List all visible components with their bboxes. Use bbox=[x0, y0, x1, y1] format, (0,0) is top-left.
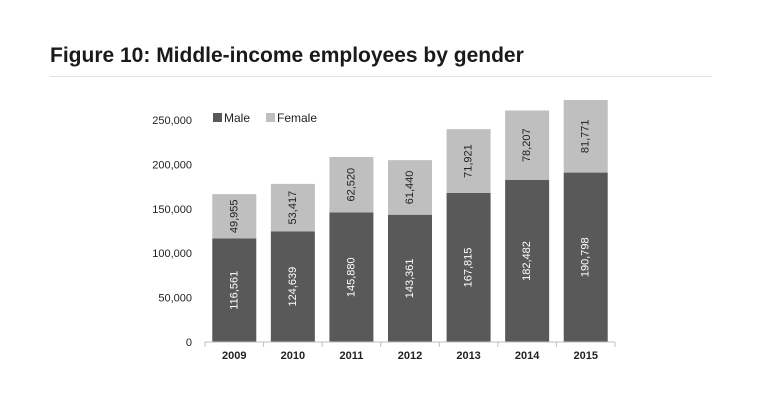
bar-male-2011 bbox=[329, 212, 374, 342]
data-label-female-2013: 71,921 bbox=[463, 144, 475, 178]
bar-male-2013 bbox=[446, 192, 491, 342]
data-label-female-2014: 78,207 bbox=[521, 128, 533, 162]
y-tick-label: 50,000 bbox=[158, 293, 192, 305]
chart-title: Figure 10: Middle-income employees by ge… bbox=[50, 44, 524, 67]
x-tick-label: 2011 bbox=[339, 350, 363, 362]
bar-male-2014 bbox=[505, 179, 550, 342]
x-tick-label: 2013 bbox=[456, 350, 480, 362]
y-tick-label: 0 bbox=[186, 337, 192, 349]
bar-male-2010 bbox=[270, 231, 315, 342]
y-tick-label: 200,000 bbox=[152, 159, 192, 171]
data-label-male-2013: 167,815 bbox=[463, 248, 475, 288]
data-label-male-2009: 116,561 bbox=[228, 271, 240, 310]
legend-label-female: Female bbox=[277, 111, 317, 125]
data-label-female-2015: 81,771 bbox=[580, 119, 592, 153]
y-axis: 0 50,000 100,000 150,000 200,000 250,000 bbox=[152, 115, 192, 349]
x-tick-label: 2014 bbox=[515, 350, 540, 362]
bar-male-2012 bbox=[388, 214, 432, 342]
bar-female-2013 bbox=[446, 129, 491, 193]
bar-female-2015 bbox=[563, 99, 608, 173]
x-axis: 2009 2010 2011 2012 2013 2014 2015 bbox=[204, 341, 616, 362]
data-label-male-2011: 145,880 bbox=[345, 257, 357, 297]
legend: Male Female bbox=[213, 111, 317, 125]
bars: 116,561 49,955 124,639 53,417 145,880 62,520 1… bbox=[212, 99, 608, 342]
bar-male-2015 bbox=[563, 172, 608, 342]
y-tick-label: 250,000 bbox=[152, 115, 192, 127]
data-label-female-2010: 53,417 bbox=[287, 191, 299, 225]
data-label-male-2012: 143,361 bbox=[404, 258, 416, 298]
bar-female-2009 bbox=[212, 194, 257, 239]
y-tick-label: 150,000 bbox=[152, 204, 192, 216]
bar-female-2014 bbox=[505, 110, 550, 180]
legend-swatch-female bbox=[266, 113, 275, 122]
data-label-female-2011: 62,520 bbox=[345, 168, 357, 202]
data-label-female-2012: 61,440 bbox=[404, 171, 416, 205]
data-label-female-2009: 49,955 bbox=[228, 199, 240, 233]
bar-female-2012 bbox=[388, 160, 432, 215]
legend-label-male: Male bbox=[224, 111, 250, 125]
title-divider bbox=[50, 76, 712, 77]
legend-swatch-male bbox=[213, 113, 222, 122]
data-label-male-2010: 124,639 bbox=[287, 267, 299, 307]
bar-female-2010 bbox=[270, 183, 315, 232]
data-label-male-2014: 182,482 bbox=[521, 241, 533, 281]
y-tick-label: 100,000 bbox=[152, 248, 192, 260]
x-tick-label: 2015 bbox=[573, 350, 597, 362]
x-tick-label: 2010 bbox=[281, 350, 305, 362]
bar-female-2011 bbox=[329, 156, 374, 213]
x-tick-label: 2009 bbox=[222, 350, 246, 362]
data-label-male-2015: 190,798 bbox=[580, 237, 592, 277]
bar-male-2009 bbox=[212, 238, 257, 342]
x-tick-label: 2012 bbox=[398, 350, 422, 362]
